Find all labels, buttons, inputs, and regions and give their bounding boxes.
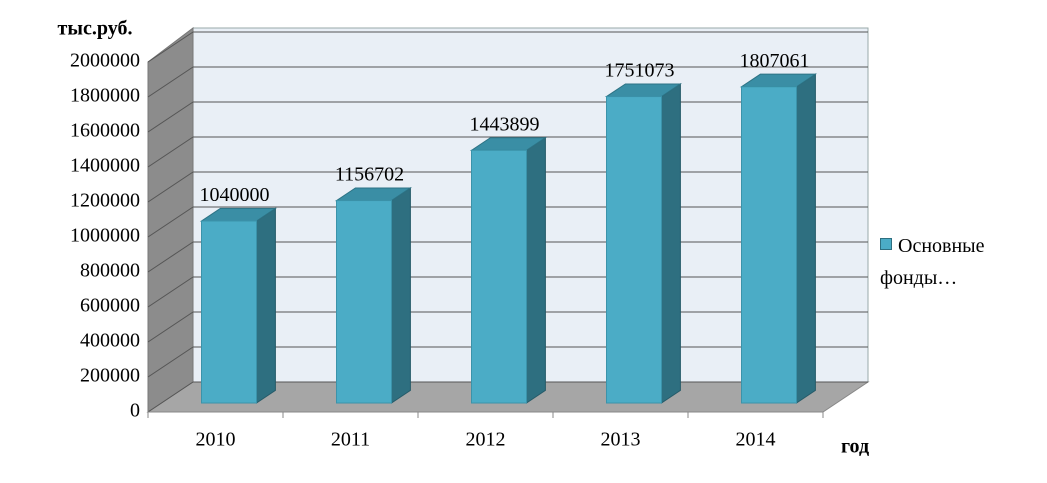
grid-line [147,101,194,133]
grid-line [147,241,194,273]
grid-line [147,66,194,98]
bar-side [391,187,411,404]
bar [739,73,818,404]
x-tick-label: 2012 [466,429,506,451]
y-tick-label: 1000000 [70,225,140,247]
bar [604,83,683,404]
bar [199,207,278,404]
y-tick-label: 1600000 [70,120,140,142]
x-axis-label: год [841,436,869,458]
grid-line [147,381,194,413]
y-tick-label: 1800000 [70,85,140,107]
side-wall [147,26,194,413]
bar [469,136,548,404]
y-tick-label: 800000 [80,260,140,282]
bar-front [741,86,797,404]
grid-line [147,276,194,308]
y-tick-label: 600000 [80,295,140,317]
bar-side [526,136,546,404]
x-tick-label: 2011 [331,429,370,451]
grid-line [147,311,194,343]
legend-swatch [880,238,892,250]
y-tick-label: 1400000 [70,155,140,177]
value-label: 1040000 [199,184,269,206]
bar-side [661,83,681,404]
x-tick-label: 2014 [736,429,776,451]
bar-front [336,200,392,404]
value-label: 1443899 [469,113,539,135]
bar-front [606,96,662,404]
x-tick-label: 2010 [196,429,236,451]
y-tick-label: 0 [130,400,140,422]
y-tick-label: 2000000 [70,50,140,72]
x-tick-label: 2013 [601,429,641,451]
bar [334,187,413,404]
y-tick-label: 1200000 [70,190,140,212]
grid-line [147,31,194,63]
bars [199,73,818,404]
bar-front [471,149,527,404]
y-axis-label: тыс.руб. [58,18,133,40]
bar-front [201,220,257,404]
y-tick-label: 200000 [80,365,140,387]
legend: Основные фонды… [880,230,1040,294]
grid-line [147,171,194,203]
grid-line [147,346,194,378]
y-tick-label: 400000 [80,330,140,352]
legend-label: Основные фонды… [880,235,985,289]
value-label: 1751073 [604,60,674,82]
value-label: 1156702 [335,164,404,186]
grid-line [147,136,194,168]
bar-side [796,73,816,404]
grid-line [147,206,194,238]
bar-side [256,207,276,404]
value-label: 1807061 [739,50,809,72]
